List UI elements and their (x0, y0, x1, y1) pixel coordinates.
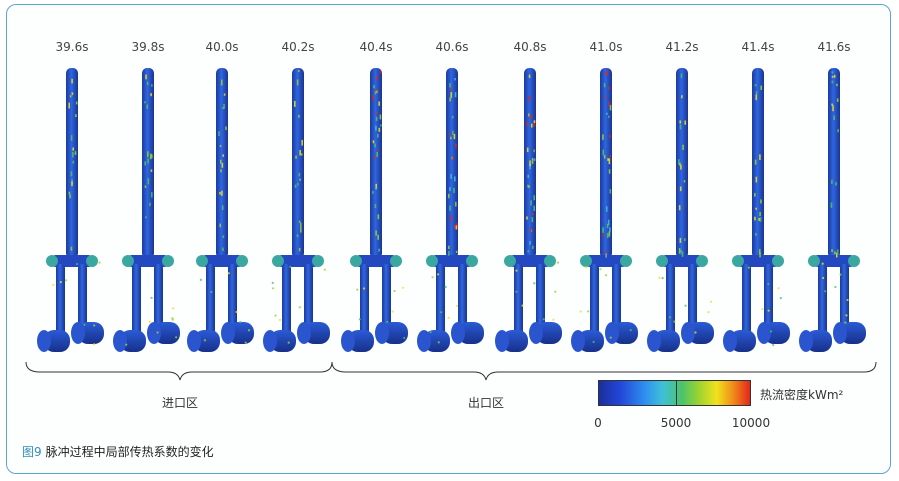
caption-text: 脉冲过程中局部传热系数的变化 (45, 445, 214, 459)
time-label: 41.4s (741, 40, 775, 54)
heat-flux-model (37, 68, 104, 352)
colorbar-title: 热流密度kWm² (760, 388, 844, 402)
colorbar-tick-1: 5000 (660, 416, 692, 430)
figure-caption: 图9 脉冲过程中局部传热系数的变化 (22, 443, 214, 460)
outlet-bracket (331, 361, 877, 381)
heat-flux-model (799, 68, 866, 352)
time-label: 41.0s (589, 40, 623, 54)
time-label: 40.0s (205, 40, 239, 54)
inlet-zone-label: 进口区 (161, 396, 199, 410)
outlet-zone-label: 出口区 (467, 396, 505, 410)
time-label: 40.4s (359, 40, 393, 54)
colorbar-tick-2: 10000 (731, 416, 771, 430)
heat-flux-model (113, 68, 180, 352)
time-label: 41.2s (665, 40, 699, 54)
time-label: 39.6s (55, 40, 89, 54)
heat-flux-model (647, 68, 714, 352)
colorbar-tick-0: 0 (594, 416, 602, 430)
heat-flux-model (571, 68, 638, 352)
heat-flux-colorbar (598, 380, 751, 406)
time-label: 40.6s (435, 40, 469, 54)
time-label: 41.6s (817, 40, 851, 54)
time-label: 39.8s (131, 40, 165, 54)
time-label: 40.2s (281, 40, 315, 54)
inlet-bracket (25, 361, 333, 381)
colorbar-midline (676, 380, 677, 406)
heat-flux-model (341, 68, 408, 352)
heat-flux-model (263, 68, 330, 352)
caption-number: 图9 (22, 445, 42, 459)
heat-flux-model (495, 68, 562, 352)
heat-flux-model (417, 68, 484, 352)
time-label: 40.8s (513, 40, 547, 54)
heat-flux-model (187, 68, 254, 352)
heat-flux-model (723, 68, 790, 352)
